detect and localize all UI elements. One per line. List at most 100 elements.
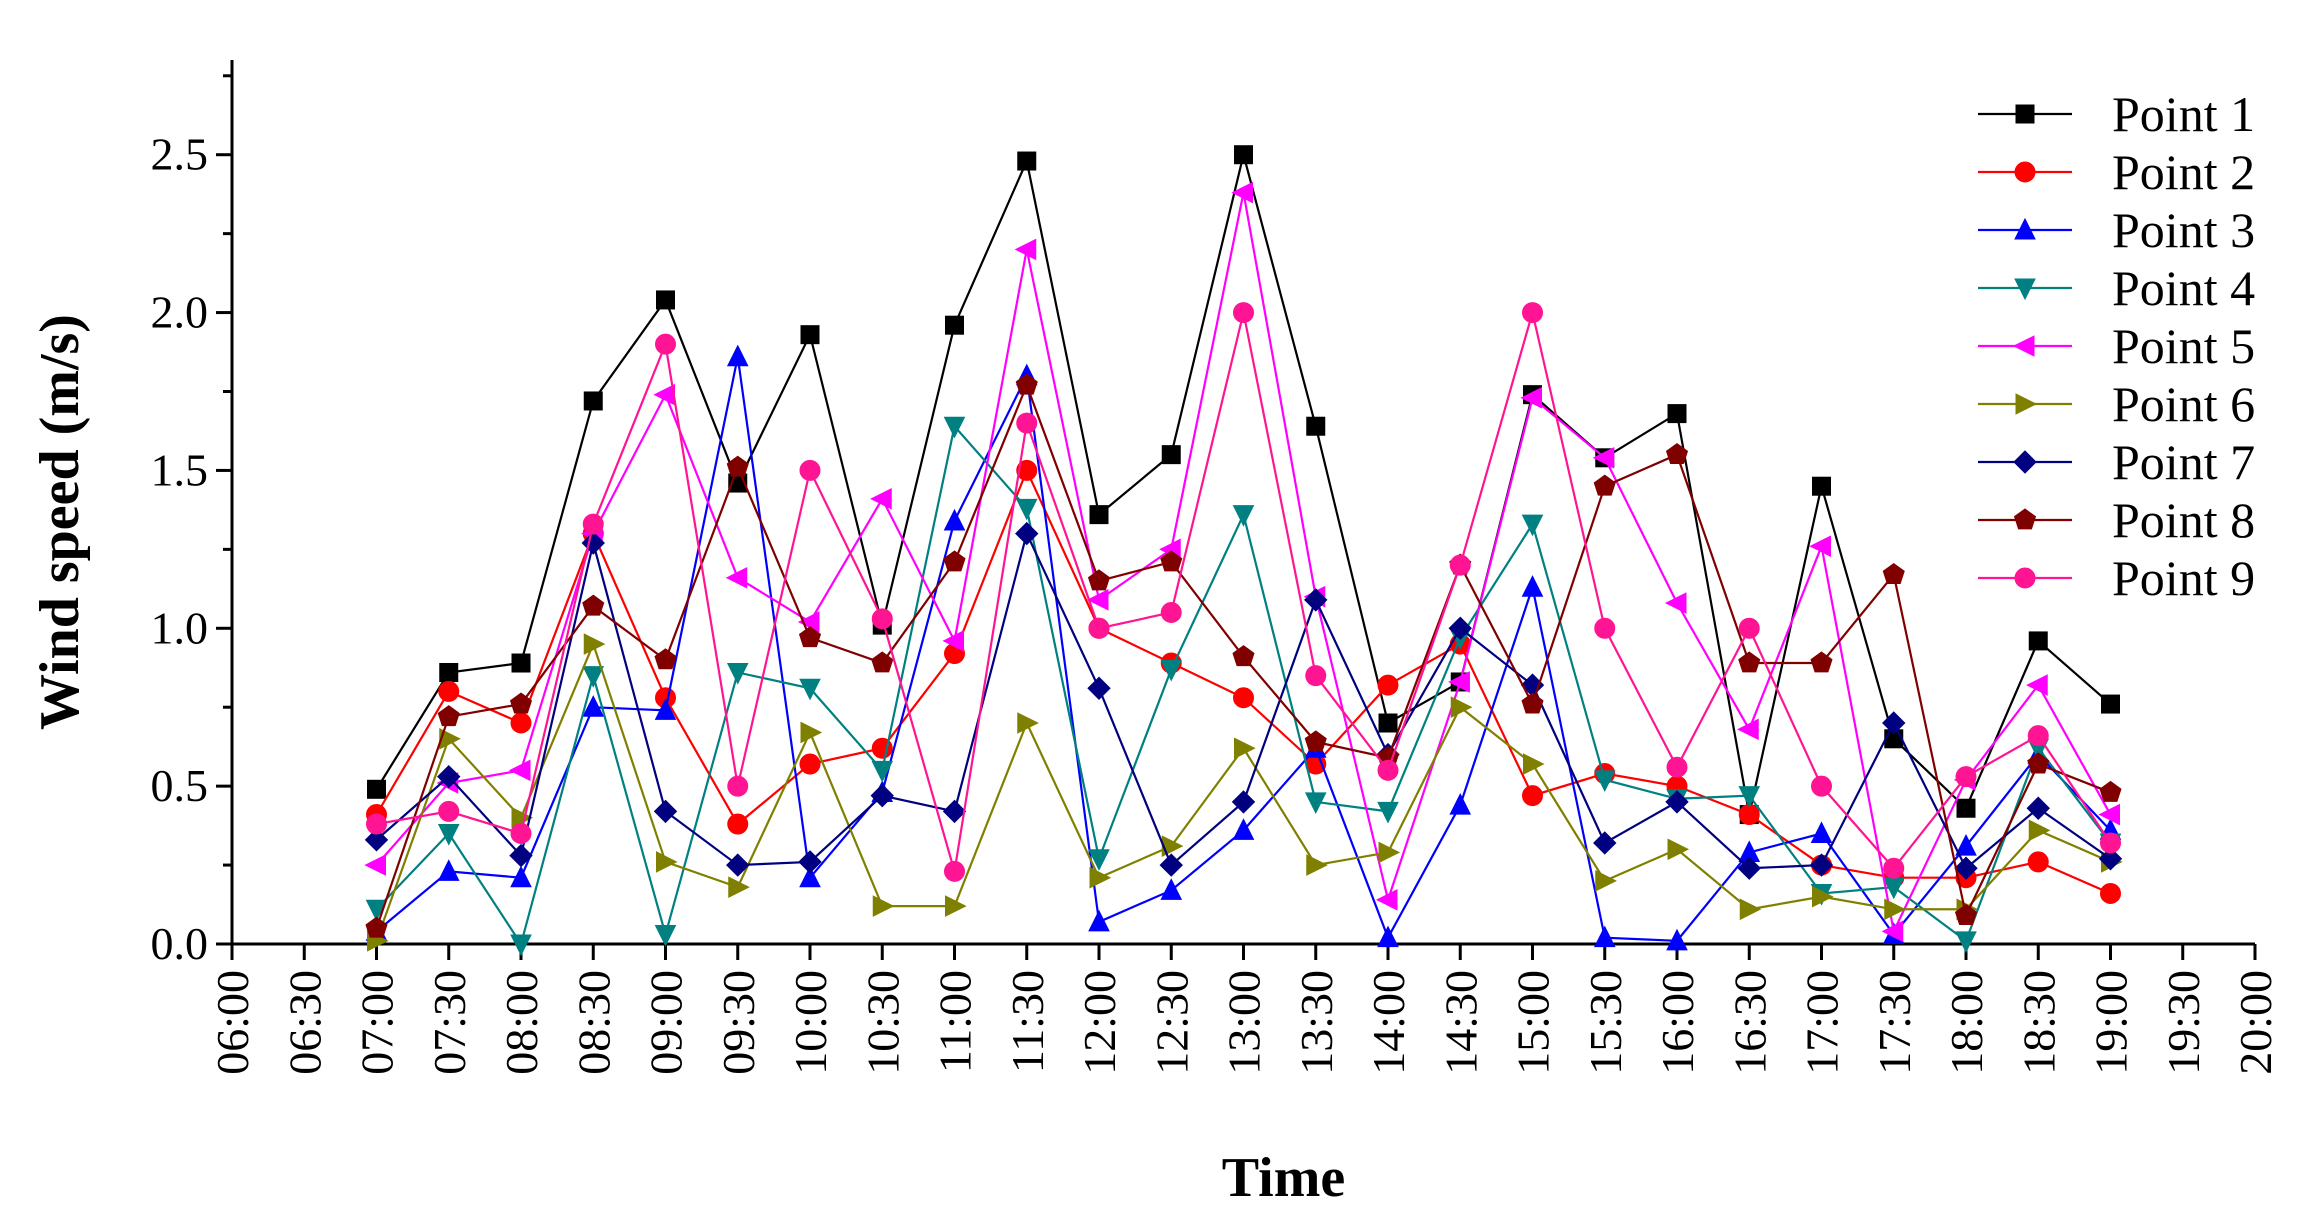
data-point xyxy=(582,695,605,717)
data-point xyxy=(653,799,678,824)
data-point xyxy=(1592,446,1615,469)
data-point xyxy=(945,315,964,335)
series-6 xyxy=(367,633,2123,952)
x-tick-label: 07:30 xyxy=(424,970,475,1075)
data-point xyxy=(439,662,459,682)
data-point xyxy=(2099,780,2122,802)
data-point xyxy=(509,692,533,714)
data-point xyxy=(654,698,677,720)
data-point xyxy=(1016,412,1038,434)
data-point xyxy=(1234,737,1256,760)
x-tick-label: 09:30 xyxy=(713,970,764,1075)
data-point xyxy=(1232,645,1255,667)
data-point xyxy=(367,779,386,799)
data-point xyxy=(1955,834,1977,856)
data-point xyxy=(582,666,605,688)
series-9 xyxy=(366,302,2121,882)
data-point xyxy=(654,648,677,670)
series-line xyxy=(375,423,2112,947)
data-point xyxy=(1448,671,1470,693)
x-tick-label: 18:00 xyxy=(1941,970,1992,1075)
series-line xyxy=(375,154,2112,815)
data-point xyxy=(1882,711,1906,735)
data-point xyxy=(799,459,821,481)
data-point xyxy=(1666,928,1688,951)
data-point xyxy=(1234,145,1253,165)
data-point xyxy=(800,325,820,345)
data-point xyxy=(1594,617,1616,639)
data-point xyxy=(1738,651,1761,673)
data-point xyxy=(1737,856,1761,880)
data-point xyxy=(942,630,964,652)
data-point xyxy=(1304,730,1327,752)
data-point xyxy=(1667,838,1690,861)
data-point xyxy=(1884,898,1906,921)
data-point xyxy=(1810,821,1833,843)
data-point xyxy=(2098,847,2123,871)
data-point xyxy=(1088,849,1110,871)
data-point xyxy=(1160,878,1183,900)
data-point xyxy=(1306,854,1328,876)
x-tick-label: 10:00 xyxy=(785,970,836,1075)
data-point xyxy=(1233,687,1254,709)
series-1 xyxy=(367,145,2120,825)
data-point xyxy=(2098,803,2120,826)
series-group xyxy=(364,145,2123,957)
legend-marker xyxy=(2014,567,2036,589)
data-point xyxy=(1160,602,1182,623)
x-axis-title: Time xyxy=(1222,1147,1345,1209)
data-point xyxy=(725,566,748,589)
legend-item: Point 7 xyxy=(1978,434,2255,490)
legend-label: Point 8 xyxy=(2112,492,2255,548)
data-point xyxy=(511,653,531,673)
data-point xyxy=(1666,756,1688,778)
data-point xyxy=(437,824,460,846)
data-point xyxy=(1811,775,1832,797)
data-point xyxy=(1232,818,1255,840)
x-tick-label: 12:30 xyxy=(1146,970,1197,1075)
data-point xyxy=(1522,302,1543,324)
data-point xyxy=(1014,238,1037,261)
data-point xyxy=(1015,373,1038,395)
data-point xyxy=(1377,925,1399,948)
data-point xyxy=(1737,718,1759,741)
x-tick-label: 18:30 xyxy=(2013,970,2064,1075)
series-7 xyxy=(364,521,2123,880)
data-point xyxy=(437,705,460,727)
data-point xyxy=(364,828,389,852)
data-point xyxy=(1377,759,1399,781)
x-tick-label: 16:00 xyxy=(1652,970,1703,1075)
data-point xyxy=(1739,898,1762,921)
legend-item: Point 8 xyxy=(1978,492,2255,548)
x-tick-label: 12:00 xyxy=(1074,970,1125,1075)
series-3 xyxy=(365,344,2122,951)
legend-label: Point 9 xyxy=(2112,550,2255,606)
data-point xyxy=(583,633,606,655)
data-point xyxy=(1593,474,1616,496)
data-point xyxy=(511,806,534,829)
legend-item: Point 4 xyxy=(1978,260,2255,316)
y-ticks: 0.0 0.5 1.0 1.5 2.0 2.5 xyxy=(151,74,232,969)
data-point xyxy=(1883,857,1905,879)
series-line xyxy=(376,312,2112,872)
data-point xyxy=(1521,514,1544,537)
data-point xyxy=(1378,713,1398,733)
x-tick-label: 15:30 xyxy=(1580,970,1631,1075)
y-tick-label: 2.0 xyxy=(151,287,209,338)
data-point xyxy=(1089,505,1109,525)
x-tick-label: 11:30 xyxy=(1002,970,1053,1073)
data-point xyxy=(1377,801,1399,824)
x-tick-label: 19:00 xyxy=(2086,970,2137,1075)
data-point xyxy=(438,800,460,822)
series-8 xyxy=(365,373,2122,938)
x-tick-label: 09:00 xyxy=(641,970,692,1075)
data-point xyxy=(1954,856,1978,880)
y-axis-title: Wind speed (m/s) xyxy=(29,314,91,730)
legend-item: Point 2 xyxy=(1978,144,2255,200)
data-point xyxy=(1738,617,1760,639)
x-tick-label: 11:00 xyxy=(930,970,981,1073)
x-tick-label: 13:30 xyxy=(1291,970,1342,1075)
legend-item: Point 1 xyxy=(1978,86,2255,142)
legend-item: Point 6 xyxy=(1978,376,2255,432)
